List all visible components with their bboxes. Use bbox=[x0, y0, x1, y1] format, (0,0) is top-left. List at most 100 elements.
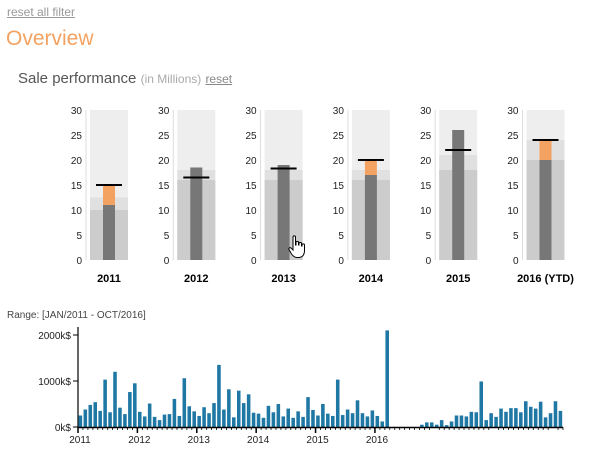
bullet-tick-label: 25 bbox=[420, 131, 432, 142]
timeline-bar bbox=[509, 408, 513, 427]
bullet-category-label: 2011 bbox=[97, 273, 121, 285]
sale-performance-reset-link[interactable]: reset bbox=[205, 72, 233, 86]
timeline-bar bbox=[281, 416, 286, 427]
bullet-category-label: 2013 bbox=[271, 273, 295, 285]
timeline-y-tick-label: 0k$ bbox=[55, 423, 72, 434]
bullet-tick-label: 10 bbox=[245, 206, 257, 217]
bullet-category-label: 2015 bbox=[446, 273, 470, 285]
timeline-bar bbox=[78, 415, 83, 427]
bullet-tick-label: 0 bbox=[513, 256, 519, 267]
timeline-bar bbox=[533, 408, 538, 427]
bullet-tick-label: 25 bbox=[158, 131, 170, 142]
timeline-bar bbox=[464, 416, 469, 427]
timeline-bar bbox=[459, 415, 464, 427]
timeline-bar bbox=[93, 402, 97, 427]
timeline-bar bbox=[197, 415, 201, 427]
timeline-bar bbox=[256, 413, 261, 427]
timeline-bar bbox=[118, 407, 122, 427]
timeline-bar bbox=[548, 413, 553, 427]
timeline-bar bbox=[147, 403, 152, 427]
timeline-bar bbox=[113, 371, 117, 427]
timeline-bar bbox=[152, 416, 157, 427]
timeline-bar bbox=[499, 408, 503, 427]
bullet-category-label: 2014 bbox=[359, 273, 384, 285]
bullet-tick-label: 30 bbox=[71, 106, 83, 117]
timeline-bar bbox=[83, 409, 88, 427]
timeline-bar bbox=[553, 401, 558, 427]
bullet-tick-label: 30 bbox=[245, 106, 257, 117]
timeline-bar bbox=[88, 404, 93, 427]
timeline-bar bbox=[524, 401, 528, 427]
timeline-plot: 0k$ 1000k$ 2000k$ 2011 2012 2013 2014 2015 2016 bbox=[38, 327, 564, 446]
timeline-bar bbox=[157, 420, 162, 427]
timeline-bar bbox=[375, 415, 380, 427]
bullet-gap-to-target bbox=[539, 140, 552, 160]
bullet-tick-label: 5 bbox=[426, 231, 432, 242]
bullet-tick-label: 20 bbox=[71, 156, 83, 167]
timeline-bar bbox=[311, 409, 315, 427]
timeline-y-tick-label: 2000k$ bbox=[38, 331, 71, 342]
timeline-bar bbox=[489, 413, 493, 427]
timeline-bar bbox=[425, 422, 429, 427]
bullet-tick-label: 0 bbox=[426, 256, 432, 267]
bullet-tick-label: 25 bbox=[71, 131, 83, 142]
bullet-chart-0: 0 5 10 15 20 25 30 2011 bbox=[71, 106, 128, 285]
bullet-tick-label: 15 bbox=[71, 181, 83, 192]
timeline-bar bbox=[202, 407, 206, 427]
sale-performance-unit: (in Millions) bbox=[140, 72, 202, 86]
bullet-tick-label: 0 bbox=[338, 256, 344, 267]
bullet-tick-label: 5 bbox=[76, 231, 82, 242]
sale-performance-header: Sale performance (in Millions) reset bbox=[18, 70, 232, 87]
timeline-x-tick-label: 2013 bbox=[188, 435, 211, 446]
timeline-bar bbox=[251, 412, 256, 427]
timeline-bar bbox=[504, 411, 508, 427]
bullet-chart-5: 0 5 10 15 20 25 30 2016 (YTD) bbox=[507, 106, 574, 285]
bullet-measure-bar bbox=[190, 167, 203, 260]
timeline-bar bbox=[128, 392, 132, 427]
timeline-bar bbox=[246, 394, 251, 427]
timeline-bar bbox=[321, 404, 325, 427]
sale-performance-title: Sale performance bbox=[18, 70, 137, 87]
bullet-category-label: 2012 bbox=[184, 273, 208, 285]
hand-pointer-cursor-icon bbox=[288, 235, 305, 258]
bullet-tick-label: 0 bbox=[164, 256, 170, 267]
timeline-bar bbox=[276, 404, 281, 427]
bullet-tick-label: 30 bbox=[333, 106, 345, 117]
range-label: Range: [JAN/2011 - OCT/2016] bbox=[7, 310, 146, 321]
bullet-tick-label: 5 bbox=[164, 231, 170, 242]
timeline-bar bbox=[162, 414, 167, 427]
bullet-tick-label: 25 bbox=[507, 131, 519, 142]
reset-all-filter-link[interactable]: reset all filter bbox=[7, 5, 76, 19]
bullet-tick-label: 20 bbox=[245, 156, 257, 167]
timeline-bar bbox=[355, 400, 360, 427]
timeline-bar bbox=[528, 406, 533, 427]
timeline-x-tick-label: 2016 bbox=[366, 435, 389, 446]
timeline-bar bbox=[558, 410, 563, 427]
timeline-bar bbox=[212, 403, 216, 427]
timeline-bar bbox=[271, 412, 276, 427]
bullet-tick-label: 10 bbox=[71, 206, 83, 217]
timeline-bar bbox=[429, 422, 434, 427]
bullet-tick-label: 15 bbox=[245, 181, 257, 192]
timeline-bar bbox=[207, 413, 211, 427]
timeline-bar bbox=[133, 383, 137, 427]
timeline-bar bbox=[301, 416, 305, 427]
timeline-bar bbox=[177, 415, 182, 427]
bullet-gap-to-target bbox=[364, 160, 377, 175]
timeline-x-tick-label: 2015 bbox=[306, 435, 329, 446]
bullet-category-label: 2016 (YTD) bbox=[517, 273, 574, 285]
sale-performance-bullet-charts[interactable]: 0 5 10 15 20 25 30 2011 0 5 10 15 20 25 30 2012 0 5 10 15 20… bbox=[0, 0, 592, 300]
timeline-x-tick-label: 2014 bbox=[247, 435, 270, 446]
timeline-bar bbox=[103, 379, 107, 427]
bullet-measure-bar bbox=[277, 165, 290, 260]
bullet-tick-label: 30 bbox=[507, 106, 519, 117]
timeline-bar bbox=[514, 408, 518, 427]
timeline-bar bbox=[439, 420, 444, 427]
timeline-bar bbox=[98, 410, 102, 427]
timeline-bar bbox=[306, 397, 310, 427]
bullet-tick-label: 20 bbox=[507, 156, 519, 167]
timeline-bar bbox=[474, 412, 479, 427]
timeline-bar bbox=[484, 420, 488, 427]
timeline-bar bbox=[469, 411, 474, 427]
